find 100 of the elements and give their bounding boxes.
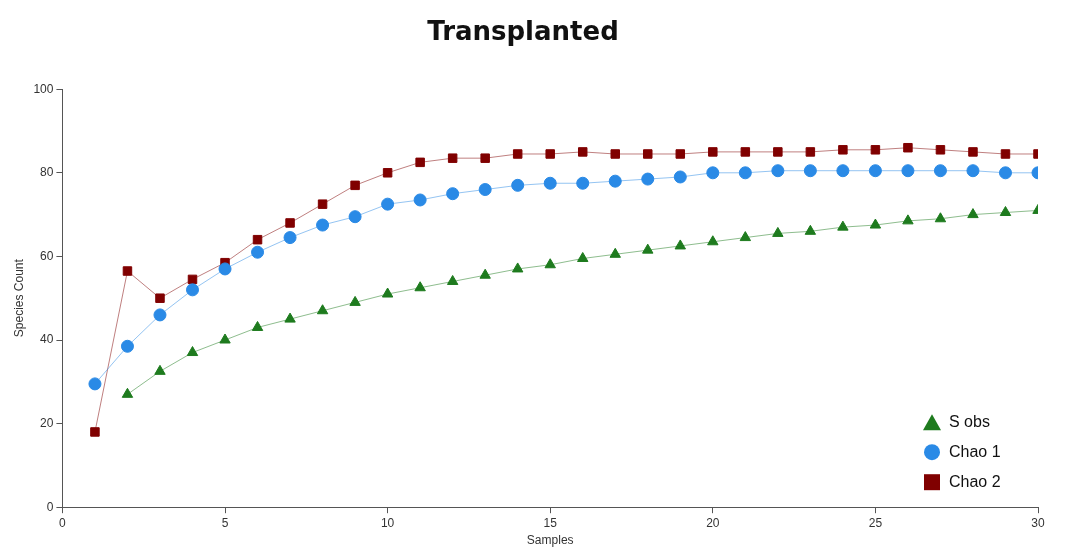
point [381, 287, 394, 298]
point [284, 312, 296, 323]
point [901, 164, 915, 178]
point [739, 231, 752, 242]
point [968, 147, 978, 157]
point [643, 149, 653, 159]
x-tick-label: 10 [380, 515, 395, 530]
point [870, 145, 881, 155]
point [771, 164, 785, 178]
point [673, 170, 687, 184]
point [316, 304, 329, 315]
point [998, 166, 1012, 180]
legend-label: Chao 2 [949, 472, 1001, 490]
y-axis-title: Species Count [11, 258, 26, 338]
legend-label: S obs [949, 412, 990, 430]
point [122, 266, 133, 276]
point [805, 147, 816, 157]
point [511, 178, 525, 192]
point [707, 235, 719, 246]
point [382, 168, 393, 178]
point [934, 212, 947, 223]
point [350, 180, 360, 191]
point [543, 176, 557, 190]
point [903, 142, 913, 153]
point [738, 166, 752, 180]
point [120, 339, 134, 353]
point [251, 320, 264, 331]
point [512, 262, 524, 273]
point [348, 210, 362, 224]
point [610, 149, 620, 159]
point [740, 147, 751, 157]
point [773, 147, 783, 157]
point [609, 247, 621, 258]
point [251, 245, 265, 259]
point [446, 187, 460, 201]
point [480, 153, 490, 163]
legend-label: Chao 1 [949, 442, 1001, 460]
point [1000, 149, 1011, 159]
x-tick-label: 5 [221, 515, 229, 530]
point [283, 231, 297, 245]
point [349, 295, 361, 306]
point [446, 274, 459, 285]
point [219, 333, 231, 344]
x-tick-label: 25 [868, 515, 883, 530]
point [252, 234, 263, 245]
point [187, 274, 198, 285]
point [935, 145, 946, 155]
chart-title: Transplanted [427, 16, 619, 47]
point [447, 153, 458, 163]
point [803, 164, 817, 178]
point [285, 218, 295, 228]
x-tick-label: 20 [706, 515, 720, 530]
point [512, 149, 523, 159]
point [153, 308, 167, 322]
point [706, 166, 720, 180]
y-tick-label: 100 [33, 81, 54, 96]
point [413, 193, 427, 207]
point [836, 164, 850, 178]
point [155, 293, 165, 303]
point [381, 197, 395, 211]
point [186, 283, 199, 297]
point [837, 220, 849, 231]
x-tick-label: 15 [543, 515, 558, 530]
point [838, 145, 848, 155]
point [317, 199, 328, 209]
point [608, 174, 622, 188]
point [642, 243, 654, 254]
y-tick-label: 40 [40, 332, 54, 347]
point [577, 147, 588, 157]
point [479, 268, 491, 279]
x-tick-label: 30 [1031, 515, 1045, 530]
point [999, 206, 1012, 217]
y-tick-label: 80 [40, 165, 54, 180]
point [708, 147, 718, 157]
point [154, 364, 166, 375]
point [478, 183, 492, 197]
point [772, 226, 784, 237]
point [966, 164, 980, 178]
point [933, 164, 947, 178]
point [218, 262, 232, 276]
x-axis-title: Samples [526, 533, 574, 548]
point [186, 346, 199, 357]
y-tick-label: 60 [40, 248, 54, 263]
point [121, 387, 134, 398]
point [88, 377, 102, 391]
point [545, 149, 555, 159]
point [576, 176, 590, 190]
point [869, 218, 882, 229]
point [414, 281, 426, 292]
point [804, 224, 817, 235]
point [641, 172, 655, 186]
y-tick-label: 0 [46, 499, 54, 514]
point [675, 149, 686, 159]
point [868, 164, 882, 178]
point [544, 258, 556, 269]
point [967, 208, 979, 219]
point [316, 218, 330, 232]
y-tick-label: 20 [40, 415, 54, 430]
x-tick-label: 0 [59, 515, 67, 530]
point [577, 251, 589, 262]
